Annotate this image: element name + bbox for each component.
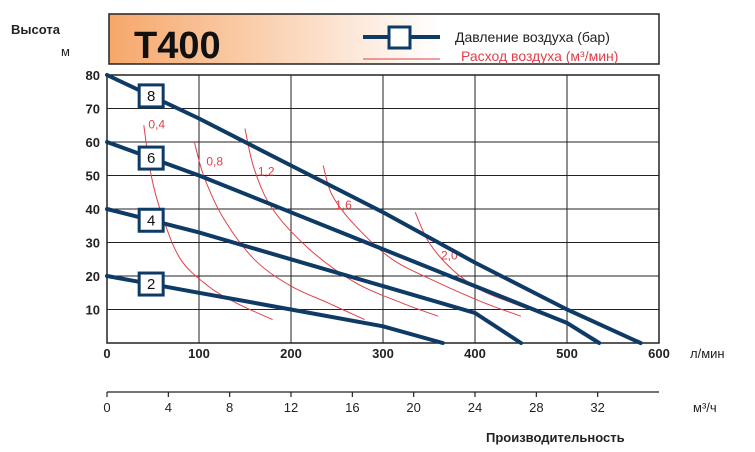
secondary-tick-label: 24 <box>468 400 482 415</box>
secondary-tick-label: 32 <box>590 400 604 415</box>
secondary-tick-label: 28 <box>529 400 543 415</box>
x-tick-label: 100 <box>188 346 210 361</box>
pressure-box-4 <box>137 207 165 233</box>
secondary-tick-label: 4 <box>165 400 172 415</box>
x-tick-label: 0 <box>103 346 110 361</box>
x-ticks: 0 100 200 300 400 500 600 <box>103 346 669 361</box>
y-axis-label: Высота <box>11 22 61 37</box>
pressure-curves: 8 6 4 2 <box>105 73 643 345</box>
flow-curve-label: 1,6 <box>335 198 352 212</box>
flow-curve-1-6 <box>322 165 522 317</box>
x-axis-label: Производительность <box>486 430 625 445</box>
pressure-curve-6 <box>105 140 602 345</box>
x-axis-unit-secondary: м³/ч <box>693 400 717 415</box>
secondary-x-axis: 0 4 8 12 16 20 24 28 32 <box>103 391 659 415</box>
secondary-tick-label: 20 <box>406 400 420 415</box>
y-tick-label: 10 <box>86 303 100 318</box>
flow-curve-0-4 <box>143 125 273 321</box>
pressure-curve-2 <box>105 274 445 345</box>
y-tick-label: 20 <box>86 269 100 284</box>
x-tick-label: 400 <box>464 346 486 361</box>
pressure-curve-label: 4 <box>147 212 155 229</box>
y-axis-unit: м <box>61 44 70 59</box>
secondary-tick-label: 8 <box>226 400 233 415</box>
x-tick-label: 200 <box>280 346 302 361</box>
legend-pressure-label: Давление воздуха (бар) <box>455 29 610 45</box>
secondary-tick-label: 12 <box>284 400 298 415</box>
y-tick-label: 80 <box>86 68 100 83</box>
secondary-tick-label: 16 <box>345 400 359 415</box>
y-ticks: 10 20 30 40 50 60 70 80 <box>86 68 100 318</box>
pressure-box-8 <box>137 83 165 109</box>
x-tick-label: 600 <box>648 346 670 361</box>
x-axis-unit-primary: л/мин <box>690 346 725 361</box>
x-tick-label: 300 <box>372 346 394 361</box>
y-tick-label: 70 <box>86 102 100 117</box>
flow-curve-1-2 <box>244 128 439 317</box>
secondary-tick-label: 0 <box>103 400 110 415</box>
legend-pressure-box-icon <box>387 25 412 50</box>
x-tick-label: 500 <box>556 346 578 361</box>
flow-curve-label: 1,2 <box>258 165 275 179</box>
pressure-box-6 <box>137 145 165 171</box>
pressure-curve-8 <box>105 73 643 345</box>
pressure-box-2 <box>137 271 165 297</box>
y-tick-label: 30 <box>86 236 100 251</box>
flow-curve-label: 0,8 <box>206 154 223 168</box>
pressure-curve-label: 8 <box>147 88 155 105</box>
y-tick-label: 40 <box>86 202 100 217</box>
pressure-curve-label: 6 <box>147 150 155 167</box>
legend: Давление воздуха (бар) Расход воздуха (м… <box>363 25 618 64</box>
pressure-curve-4 <box>105 207 523 345</box>
legend-flow-label: Расход воздуха (м³/мин) <box>461 48 618 64</box>
pressure-curve-label: 2 <box>147 276 155 293</box>
chart-title: T400 <box>134 25 221 67</box>
flow-curve-label: 0,4 <box>148 118 165 132</box>
y-tick-label: 50 <box>86 169 100 184</box>
y-tick-label: 60 <box>86 135 100 150</box>
